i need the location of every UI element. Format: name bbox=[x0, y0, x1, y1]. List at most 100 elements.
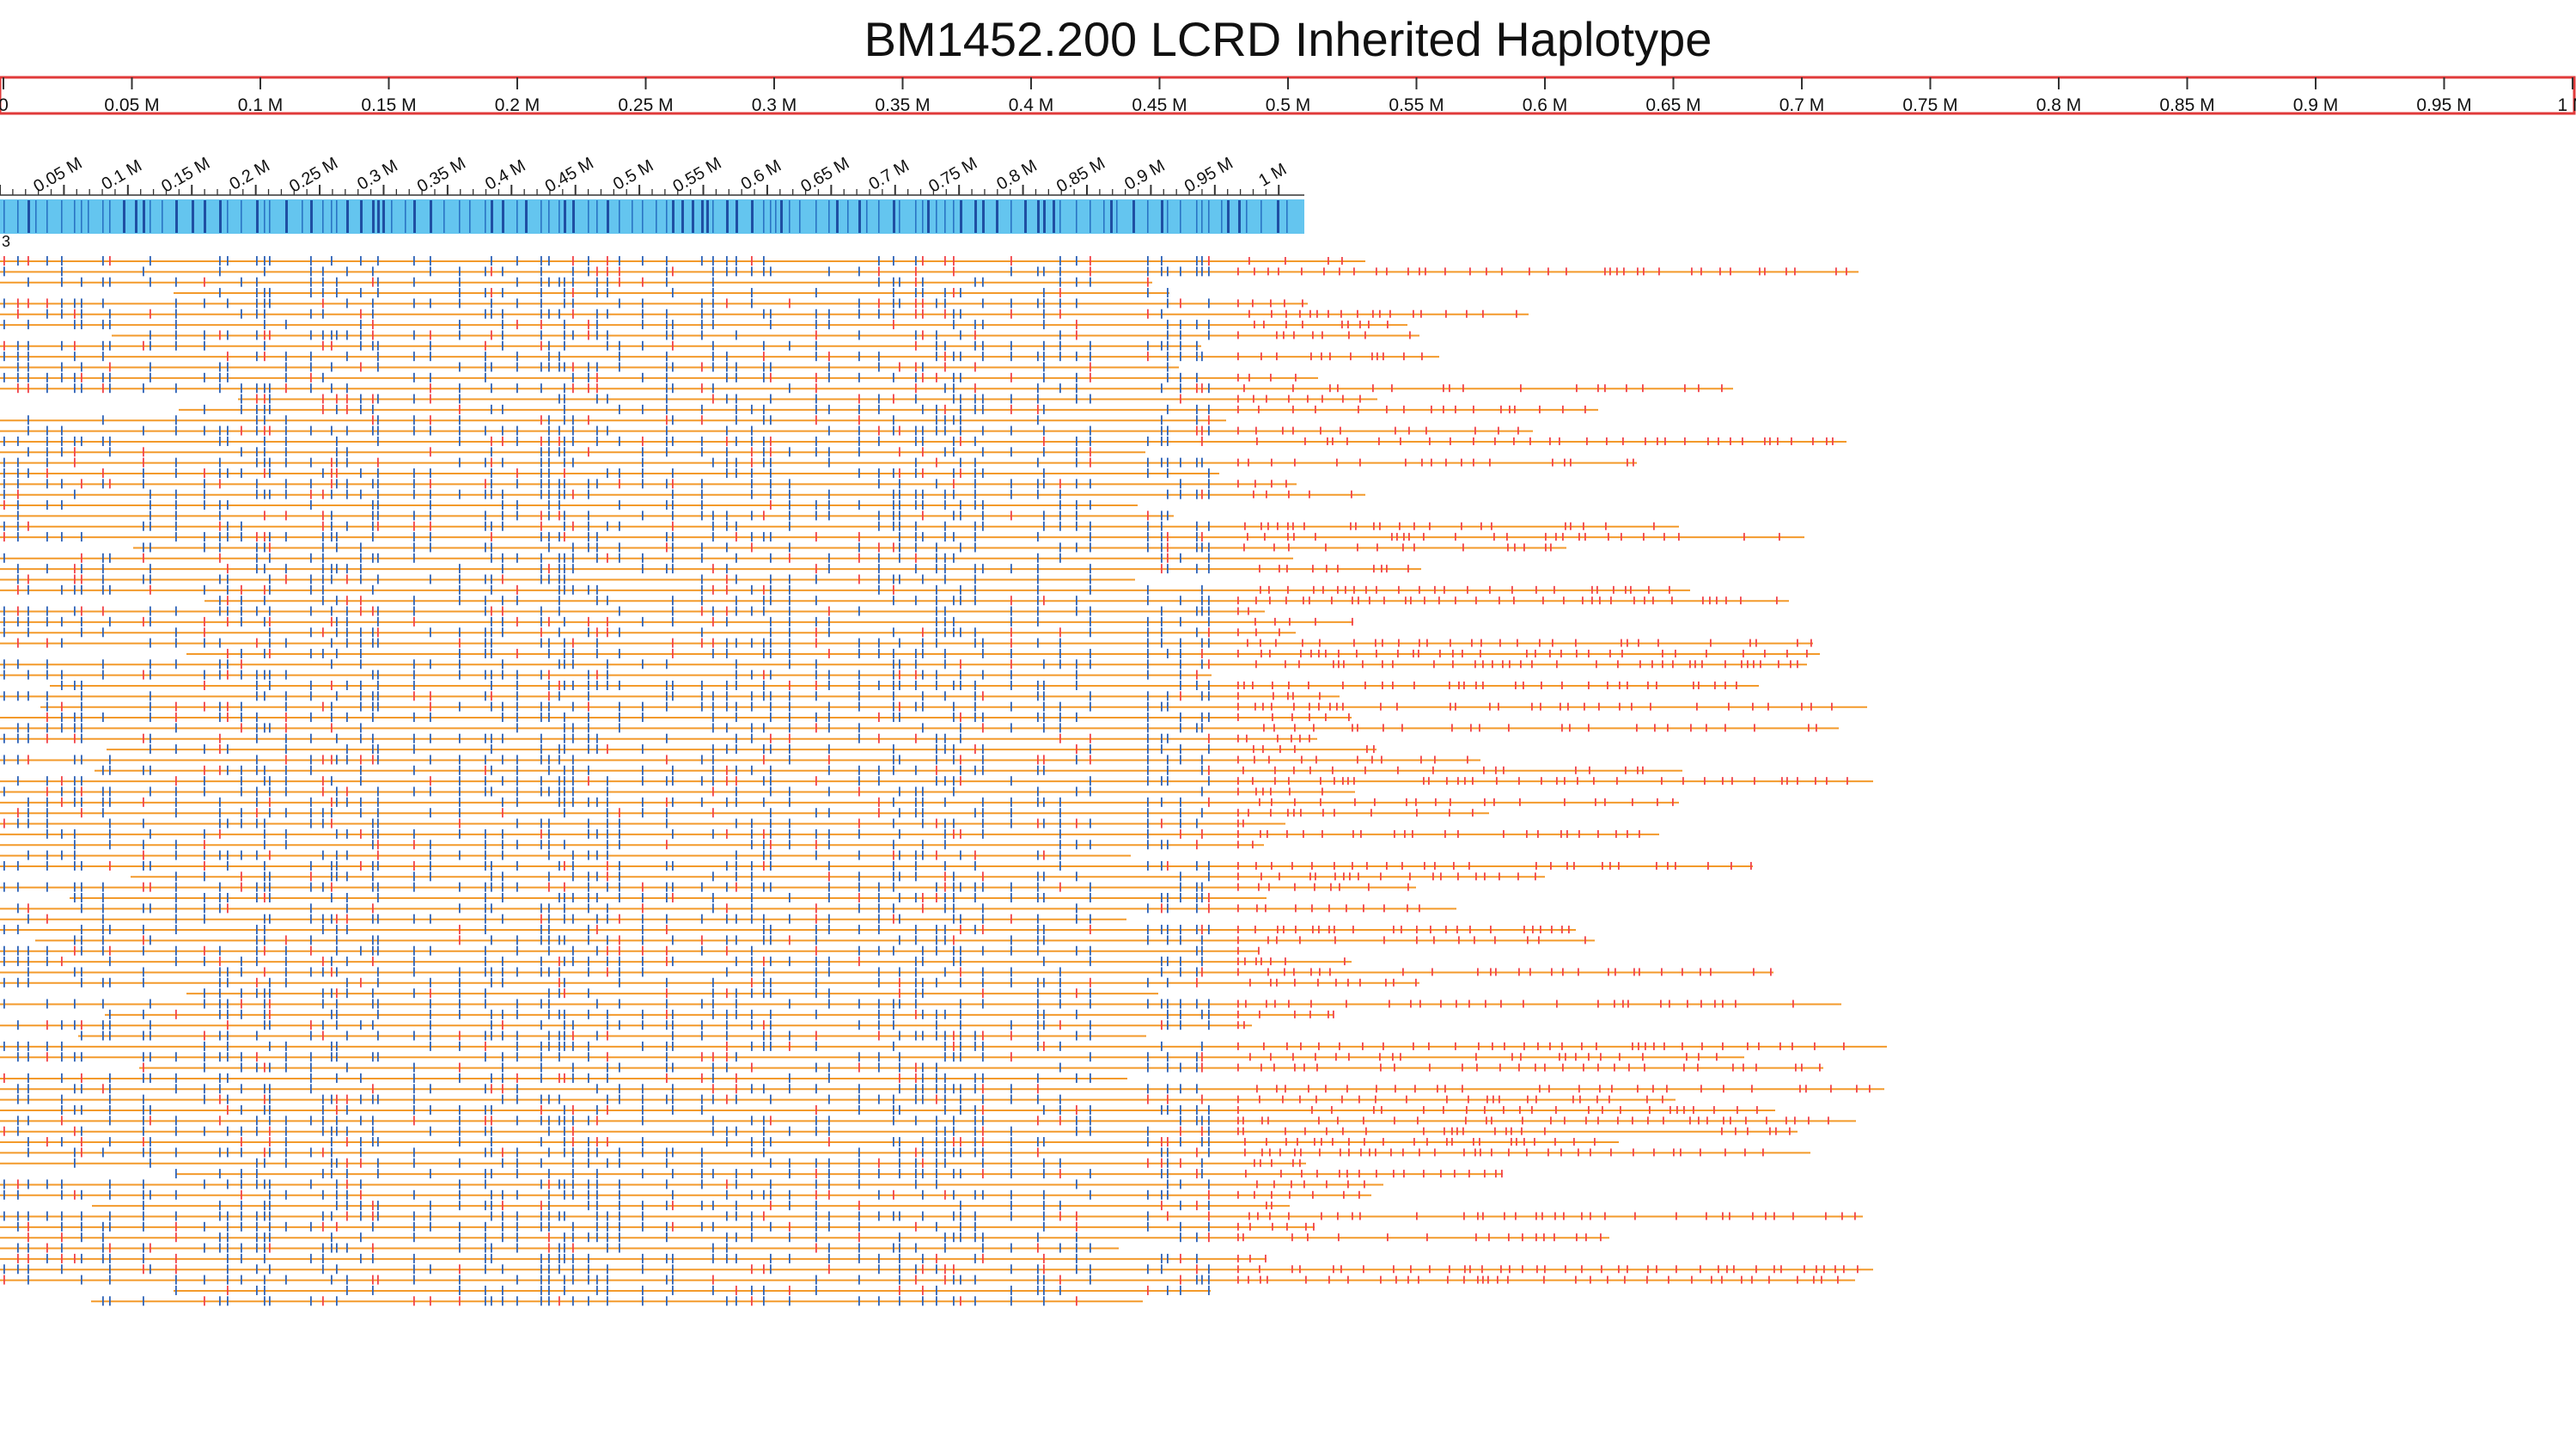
read-variant-mark bbox=[672, 521, 674, 531]
read-variant-mark bbox=[1010, 945, 1012, 956]
read-variant-mark bbox=[1059, 383, 1061, 394]
read-variant-mark bbox=[256, 277, 258, 287]
read-variant-mark bbox=[46, 786, 48, 797]
read-variant-mark bbox=[559, 1009, 560, 1019]
read-variant-mark bbox=[256, 352, 258, 362]
read-variant-mark bbox=[588, 850, 589, 860]
read-variant-mark bbox=[1010, 606, 1012, 616]
read-variant-mark bbox=[540, 1105, 542, 1115]
read-variant-mark bbox=[1559, 1053, 1560, 1061]
scaffold-snp-mark bbox=[596, 200, 598, 233]
read-variant-mark bbox=[548, 574, 550, 584]
read-variant-mark bbox=[27, 850, 29, 860]
read-variant-mark bbox=[1288, 490, 1290, 498]
read-variant-mark bbox=[1435, 798, 1437, 806]
read-variant-mark bbox=[548, 1041, 550, 1051]
read-variant-mark bbox=[1347, 321, 1349, 329]
read-variant-mark bbox=[1638, 1042, 1639, 1050]
read-variant-mark bbox=[1059, 542, 1061, 553]
read-variant-mark bbox=[109, 1009, 111, 1019]
read-variant-mark bbox=[789, 1084, 791, 1094]
read-variant-mark bbox=[789, 479, 791, 489]
read-variant-mark bbox=[1201, 925, 1203, 935]
read-variant-mark bbox=[770, 489, 772, 499]
read-variant-mark bbox=[1560, 829, 1562, 838]
read-variant-mark bbox=[1196, 542, 1198, 553]
read-variant-mark bbox=[701, 797, 703, 807]
read-variant-mark bbox=[241, 967, 242, 977]
read-variant-mark bbox=[878, 479, 880, 489]
read-variant-mark bbox=[227, 606, 229, 616]
read-variant-mark bbox=[878, 468, 880, 478]
read-variant-mark bbox=[672, 882, 674, 892]
read-variant-mark bbox=[1482, 309, 1484, 318]
read-variant-mark bbox=[596, 925, 598, 935]
read-variant-mark bbox=[936, 977, 937, 987]
read-variant-mark bbox=[485, 1116, 486, 1126]
read-variant-mark bbox=[1208, 383, 1210, 394]
read-variant-mark bbox=[1500, 405, 1502, 413]
read-variant-mark bbox=[1201, 808, 1203, 818]
read-variant-mark bbox=[982, 797, 984, 807]
read-variant-mark bbox=[572, 288, 574, 298]
read-variant-mark bbox=[336, 828, 338, 839]
read-variant-mark bbox=[915, 288, 917, 298]
read-variant-mark bbox=[1537, 829, 1539, 838]
read-variant-mark bbox=[712, 765, 714, 775]
read-variant-mark bbox=[607, 616, 608, 627]
read-variant-mark bbox=[1666, 1085, 1668, 1093]
read-variant-mark bbox=[726, 1052, 728, 1062]
read-variant-mark bbox=[770, 828, 772, 839]
read-variant-mark bbox=[564, 532, 565, 542]
read-variant-mark bbox=[1208, 765, 1210, 775]
read-variant-mark bbox=[502, 436, 504, 446]
read-variant-mark bbox=[516, 277, 518, 287]
read-variant-mark bbox=[1328, 904, 1330, 913]
read-variant-mark bbox=[564, 468, 565, 478]
read-variant-mark bbox=[828, 362, 830, 372]
read-variant-mark bbox=[346, 383, 348, 394]
read-variant-mark bbox=[672, 1020, 674, 1030]
read-variant-mark bbox=[150, 765, 151, 775]
read-variant-mark bbox=[143, 521, 144, 531]
read-variant-mark bbox=[46, 882, 48, 892]
read-variant-mark bbox=[219, 1116, 221, 1126]
read-variant-mark bbox=[502, 701, 504, 712]
read-variant-mark bbox=[310, 691, 312, 701]
read-variant-mark bbox=[241, 468, 242, 478]
read-variant-mark bbox=[1410, 596, 1412, 605]
read-variant-mark bbox=[1076, 479, 1077, 489]
read-variant-mark bbox=[1398, 639, 1400, 647]
read-variant-mark bbox=[915, 925, 917, 935]
read-variant-mark bbox=[960, 352, 961, 362]
read-variant-mark bbox=[1090, 925, 1091, 935]
read-variant-mark bbox=[982, 914, 984, 924]
read-variant-mark bbox=[1336, 702, 1338, 711]
read-variant-mark bbox=[377, 352, 379, 362]
read-variant-mark bbox=[17, 479, 19, 489]
read-variant-mark bbox=[1288, 543, 1290, 552]
read-variant-mark bbox=[672, 1030, 674, 1041]
read-variant-mark bbox=[1208, 659, 1210, 669]
read-variant-mark bbox=[1259, 1095, 1261, 1104]
read-variant-mark bbox=[701, 776, 703, 786]
read-variant-mark bbox=[175, 320, 177, 330]
read-variant-mark bbox=[828, 352, 830, 362]
scaffold-snp-mark bbox=[109, 200, 111, 233]
read-variant-mark bbox=[360, 340, 362, 351]
read-variant-mark bbox=[74, 383, 76, 394]
read-variant-mark bbox=[1605, 522, 1607, 530]
read-variant-mark bbox=[1475, 1053, 1477, 1061]
read-variant-mark bbox=[346, 828, 348, 839]
read-variant-mark bbox=[502, 1009, 504, 1019]
read-variant-mark bbox=[974, 521, 976, 531]
read-variant-mark bbox=[27, 256, 29, 266]
read-variant-mark bbox=[953, 957, 955, 967]
read-variant-mark bbox=[953, 893, 955, 902]
read-variant-mark bbox=[915, 977, 917, 987]
read-variant-mark bbox=[1276, 1085, 1278, 1093]
read-variant-mark bbox=[1651, 660, 1653, 669]
read-variant-mark bbox=[1076, 1009, 1077, 1019]
read-variant-mark bbox=[701, 596, 703, 606]
read-variant-mark bbox=[1664, 437, 1666, 445]
